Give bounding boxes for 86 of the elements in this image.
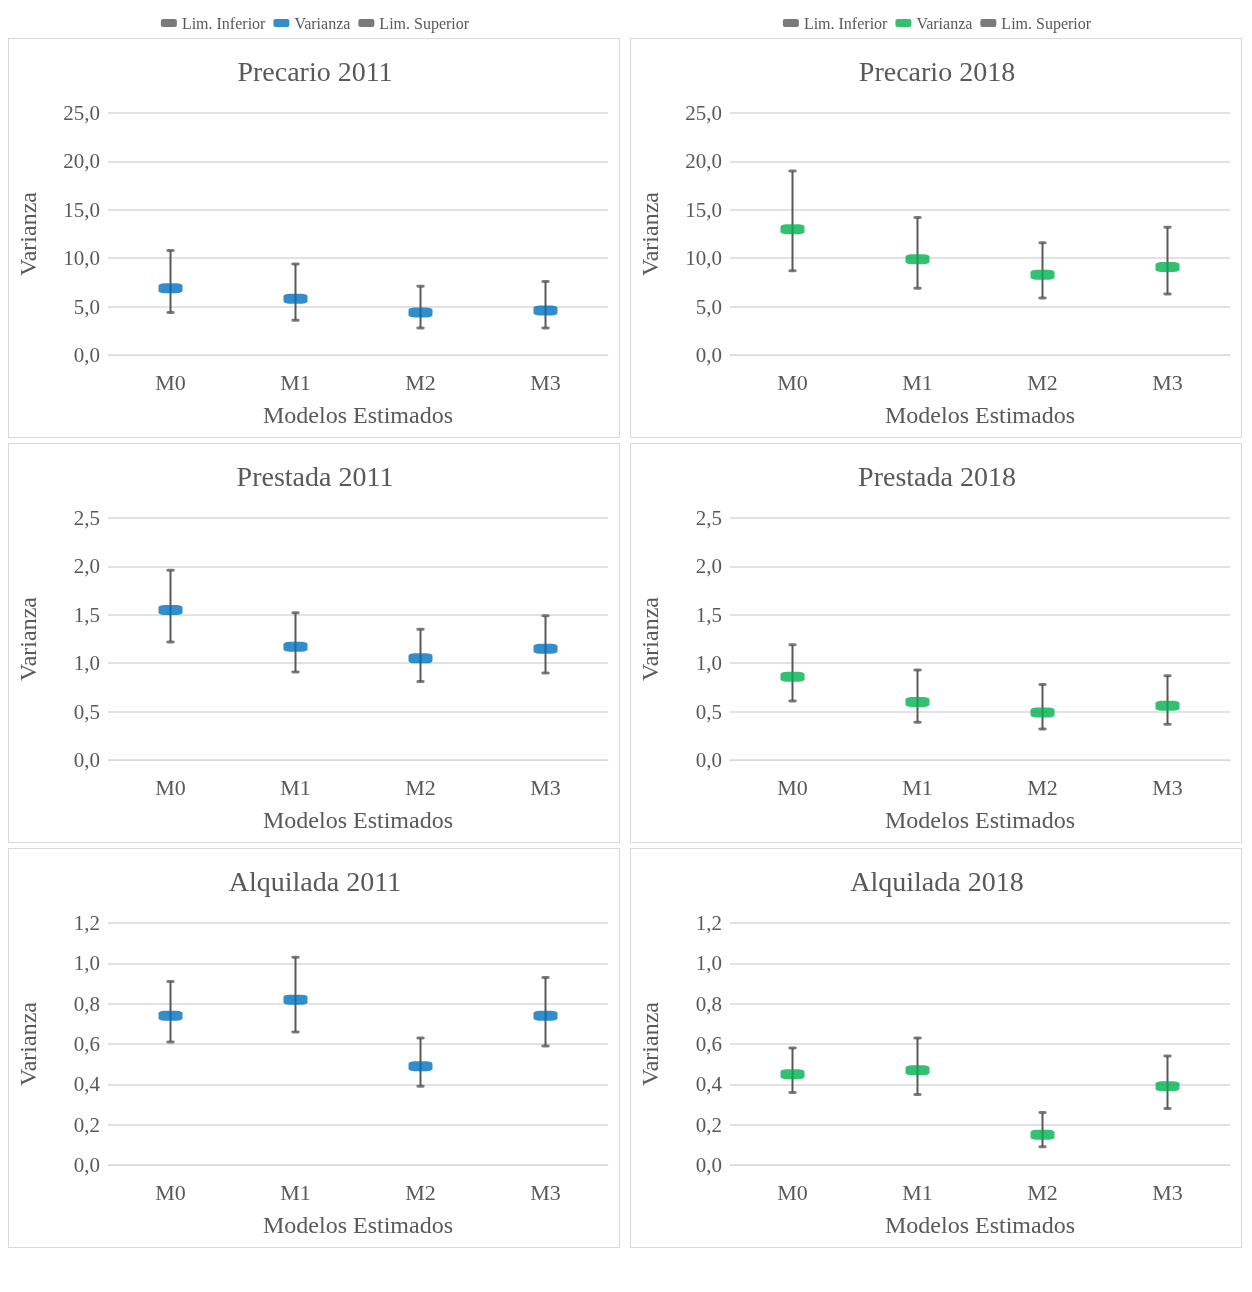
y-tick-label: 0,0: [73, 748, 100, 772]
x-tick-label: M2: [405, 1179, 436, 1205]
x-tick-label: M1: [280, 1179, 311, 1205]
y-tick-label: 15,0: [685, 197, 722, 222]
y-tick-label: 0,6: [73, 1032, 100, 1056]
y-tick-label: 1,0: [73, 951, 100, 976]
x-tick-label: M3: [530, 369, 561, 395]
y-axis-title: Varianza: [637, 596, 663, 681]
x-tick-label: M1: [902, 1179, 933, 1205]
y-tick-label: 15,0: [63, 197, 100, 222]
y-tick-label: 2,0: [73, 554, 100, 579]
y-tick-label: 20,0: [685, 149, 722, 174]
x-axis-title: Modelos Estimados: [885, 807, 1075, 833]
y-tick-label: 10,0: [63, 246, 100, 271]
x-axis-title: Modelos Estimados: [263, 807, 453, 833]
x-axis-title: Modelos Estimados: [263, 1212, 453, 1238]
chart-title: Precario 2011: [237, 55, 393, 87]
x-tick-label: M1: [902, 369, 933, 395]
y-axis-title: Varianza: [637, 1001, 663, 1086]
y-axis-title: Varianza: [637, 191, 663, 276]
y-tick-label: 5,0: [695, 294, 722, 319]
y-tick-label: 10,0: [685, 246, 722, 271]
chart-title: Alquilada 2011: [228, 865, 402, 897]
x-tick-label: M0: [155, 1179, 186, 1205]
legend-label: Lim. Inferior: [181, 14, 267, 32]
y-tick-label: 0,0: [73, 343, 100, 367]
x-tick-label: M1: [902, 774, 933, 800]
y-tick-label: 0,2: [73, 1112, 100, 1137]
y-tick-label: 1,0: [695, 651, 722, 676]
x-tick-label: M3: [530, 774, 561, 800]
y-tick-label: 1,0: [73, 651, 100, 676]
y-tick-label: 2,0: [695, 554, 722, 579]
y-tick-label: 1,5: [695, 602, 722, 627]
y-tick-label: 20,0: [63, 149, 100, 174]
x-axis-title: Modelos Estimados: [885, 1212, 1075, 1238]
y-tick-label: 0,6: [695, 1032, 722, 1056]
y-tick-label: 25,0: [685, 101, 722, 125]
y-tick-label: 5,0: [73, 294, 100, 319]
x-tick-label: M2: [1027, 774, 1058, 800]
x-tick-label: M3: [1152, 774, 1183, 800]
y-tick-label: 0,5: [695, 699, 722, 724]
y-tick-label: 0,4: [695, 1072, 723, 1097]
legend-label: Lim. Superior: [379, 14, 470, 33]
y-tick-label: 1,2: [695, 911, 722, 935]
x-tick-label: M0: [777, 1179, 808, 1205]
y-tick-label: 0,5: [73, 699, 100, 724]
chart-title: Prestada 2018: [858, 460, 1016, 492]
x-axis-title: Modelos Estimados: [263, 402, 453, 428]
x-tick-label: M3: [1152, 369, 1183, 395]
y-axis-title: Varianza: [15, 596, 41, 681]
y-tick-label: 0,0: [695, 1153, 722, 1177]
chart-title: Alquilada 2018: [850, 865, 1024, 897]
x-tick-label: M2: [405, 369, 436, 395]
y-tick-label: 1,0: [695, 951, 722, 976]
legend-label: Lim. Inferior: [803, 14, 889, 32]
y-tick-label: 0,0: [695, 343, 722, 367]
y-axis-title: Varianza: [15, 1001, 41, 1086]
y-tick-label: 0,2: [695, 1112, 722, 1137]
y-tick-label: 0,0: [73, 1153, 100, 1177]
chart-title: Prestada 2011: [236, 460, 394, 492]
legend-label: Varianza: [916, 14, 973, 32]
y-tick-label: 0,4: [73, 1072, 101, 1097]
x-axis-title: Modelos Estimados: [885, 402, 1075, 428]
x-tick-label: M2: [1027, 369, 1058, 395]
x-tick-label: M0: [777, 369, 808, 395]
x-tick-label: M0: [155, 774, 186, 800]
y-axis-title: Varianza: [15, 191, 41, 276]
y-tick-label: 0,8: [695, 991, 722, 1016]
y-tick-label: 0,0: [695, 748, 722, 772]
x-tick-label: M3: [1152, 1179, 1183, 1205]
y-tick-label: 25,0: [63, 101, 100, 125]
x-tick-label: M3: [530, 1179, 561, 1205]
y-tick-label: 2,5: [73, 506, 100, 530]
x-tick-label: M1: [280, 369, 311, 395]
y-tick-label: 1,2: [73, 911, 100, 935]
x-tick-label: M2: [405, 774, 436, 800]
legend-label: Varianza: [294, 14, 351, 32]
x-tick-label: M0: [777, 774, 808, 800]
y-tick-label: 2,5: [695, 506, 722, 530]
x-tick-label: M2: [1027, 1179, 1058, 1205]
y-tick-label: 0,8: [73, 991, 100, 1016]
y-tick-label: 1,5: [73, 602, 100, 627]
x-tick-label: M0: [155, 369, 186, 395]
chart-title: Precario 2018: [858, 55, 1016, 87]
x-tick-label: M1: [280, 774, 311, 800]
legend-label: Lim. Superior: [1001, 14, 1092, 33]
